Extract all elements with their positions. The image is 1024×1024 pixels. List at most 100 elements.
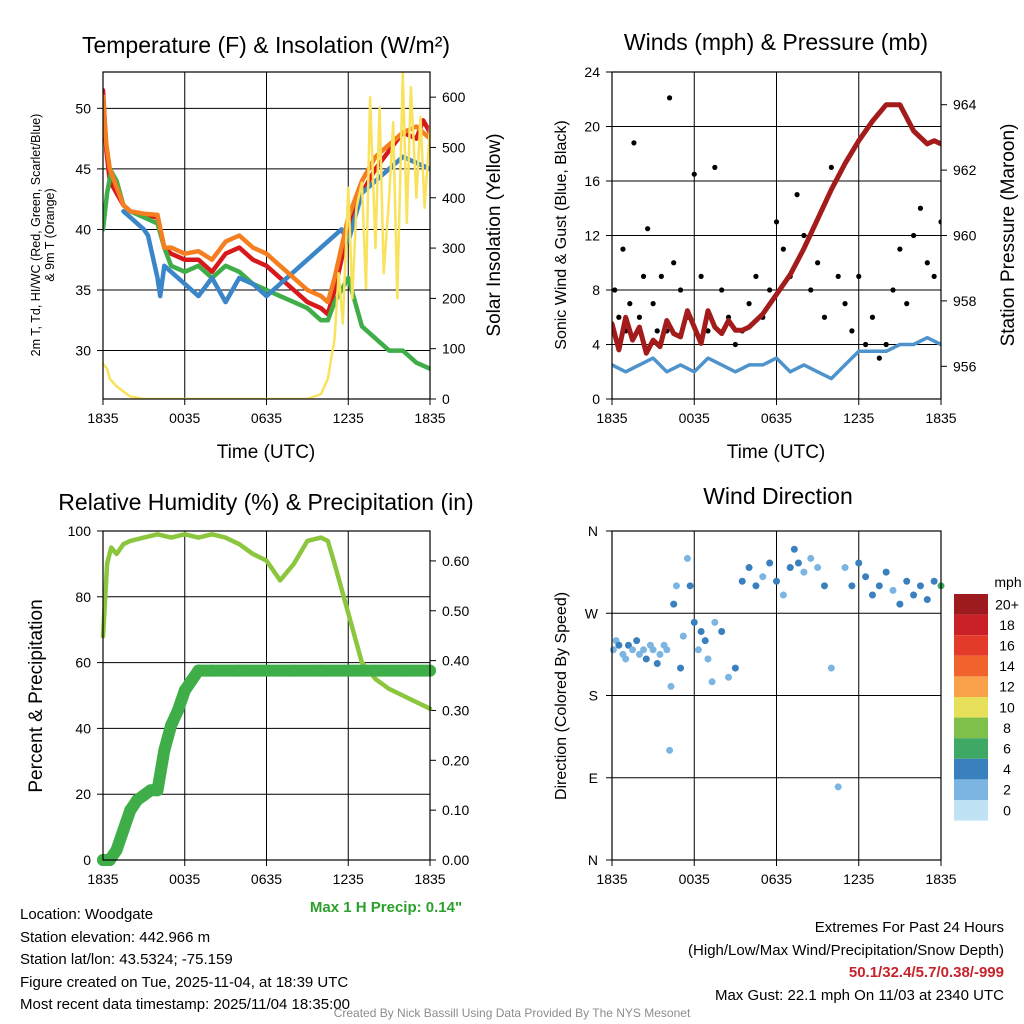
panel-2: 1835 0035 0635 1235 1835 0 4 8 12 16 20 24 956 958 960…	[553, 29, 1019, 463]
y2-tick-label: 0.30	[442, 702, 469, 718]
precip-point	[233, 664, 246, 677]
x-tick-label: 1235	[843, 871, 874, 887]
direction-point	[686, 582, 694, 590]
gust-point	[863, 341, 869, 348]
direction-point	[820, 582, 828, 590]
x-tick-label: 1835	[596, 410, 627, 426]
y-tick-label: 16	[584, 173, 600, 189]
direction-point	[779, 591, 787, 599]
legend-swatch	[954, 697, 988, 718]
x-tick-label: 0035	[169, 871, 200, 887]
speed-legend: mph 20+ 18 16 14 12 10 8 6 4 2 0	[954, 574, 1022, 821]
x-axis-label: Time (UTC)	[727, 442, 826, 463]
direction-point	[663, 646, 671, 654]
direction-point	[622, 655, 630, 663]
max-gust-text: Max Gust: 22.1 mph On 11/03 at 2340 UTC	[714, 986, 1004, 1004]
gust-point	[677, 287, 684, 293]
plot-frame	[102, 71, 431, 400]
recent-data-text: Most recent data timestamp: 2025/11/04 1…	[20, 996, 350, 1013]
gust-point	[612, 287, 618, 293]
y2-tick-label: 300	[442, 240, 466, 256]
y-axis-label-line1: 2m T, Td, HI/WC (Red, Green, Scarlet/Blu…	[29, 114, 43, 357]
gust-point	[821, 314, 828, 320]
precip-point	[206, 664, 218, 677]
direction-point	[752, 582, 760, 590]
gust-point	[815, 260, 821, 266]
x-tick-label: 0635	[251, 871, 282, 887]
direction-point	[615, 641, 623, 649]
precip-point	[287, 664, 300, 677]
direction-point	[834, 783, 842, 791]
gust-point	[620, 246, 626, 252]
x-tick-label: 1835	[414, 871, 445, 887]
y-tick-label: 40	[75, 720, 91, 736]
chart-title: Winds (mph) & Pressure (mb)	[624, 29, 928, 55]
direction-point	[759, 573, 767, 581]
direction-point	[916, 582, 924, 590]
y-tick-label: 4	[592, 337, 600, 353]
gust-point	[856, 273, 862, 279]
legend-swatch	[954, 758, 988, 780]
legend-label: 18	[999, 617, 1015, 633]
y2-tick-label: 0.10	[442, 802, 469, 818]
panel-4: 1835 0035 0635 1235 1835 N E S W N Wind Direction D…	[553, 483, 1022, 887]
direction-point	[882, 568, 890, 576]
x-tick-label: 0035	[679, 871, 710, 887]
gust-point	[753, 273, 759, 279]
gust-point	[835, 273, 841, 279]
direction-point	[624, 641, 632, 649]
extremes-info: Extremes For Past 24 Hours (High/Low/Max…	[688, 917, 1004, 1007]
legend-title: mph	[994, 574, 1021, 590]
y-tick-label: 0	[83, 852, 91, 868]
gust-point	[897, 246, 903, 252]
direction-point	[848, 582, 856, 590]
legend-label: 20+	[995, 596, 1019, 612]
y2-axis-label: Station Pressure (Maroon)	[998, 124, 1019, 347]
y2-tick-label: 0.40	[442, 653, 469, 669]
extremes-title: Extremes For Past 24 Hours	[814, 919, 1004, 936]
y-tick-label: 0	[592, 391, 600, 407]
y2-tick-label: 400	[442, 190, 466, 206]
series-line-station-pressure	[612, 102, 941, 356]
gust-point	[904, 301, 910, 307]
y-tick-label: 45	[75, 161, 91, 177]
y2-tick-label: 600	[442, 89, 466, 105]
x-tick-label: 1835	[87, 410, 118, 426]
plot-frame	[611, 530, 942, 861]
gust-point	[636, 314, 643, 320]
direction-point	[701, 637, 709, 645]
x-tick-label: 0635	[251, 410, 282, 426]
direction-point	[667, 682, 675, 690]
direction-point	[790, 545, 798, 553]
precip-point	[117, 824, 130, 837]
extremes-subtitle: (High/Low/Max Wind/Precipitation/Snow De…	[688, 941, 1004, 959]
y2-tick-label: 960	[953, 228, 977, 244]
precip-point	[369, 664, 382, 677]
direction-point	[704, 655, 712, 663]
created-text: Figure created on Tue, 2025-11-04, at 18…	[20, 973, 349, 991]
elevation-text: Station elevation: 442.966 m	[20, 928, 211, 946]
gust-point	[938, 219, 941, 225]
direction-point	[694, 646, 702, 654]
y2-tick-label: 0.50	[442, 603, 469, 619]
gust-point	[658, 273, 664, 279]
x-tick-label: 1835	[925, 871, 956, 887]
gust-point	[849, 328, 855, 334]
latlon-text: Station lat/lon: 43.5324; -75.159	[20, 951, 233, 968]
direction-point	[923, 596, 931, 604]
gust-point	[705, 328, 711, 334]
y-axis-label: Sonic Wind & Gust (Blue, Black)	[553, 120, 570, 349]
precip-point	[171, 704, 184, 717]
gust-point	[640, 273, 647, 279]
legend-swatch	[954, 779, 988, 800]
gust-point	[691, 171, 697, 177]
precip-point	[260, 664, 273, 677]
series-line-solar-insolation	[103, 72, 430, 399]
direction-point	[690, 618, 698, 626]
x-tick-label: 0035	[169, 410, 200, 426]
gust-point	[732, 341, 738, 348]
direction-point	[862, 573, 870, 581]
legend-label: 12	[999, 679, 1015, 695]
direction-point	[930, 577, 938, 585]
